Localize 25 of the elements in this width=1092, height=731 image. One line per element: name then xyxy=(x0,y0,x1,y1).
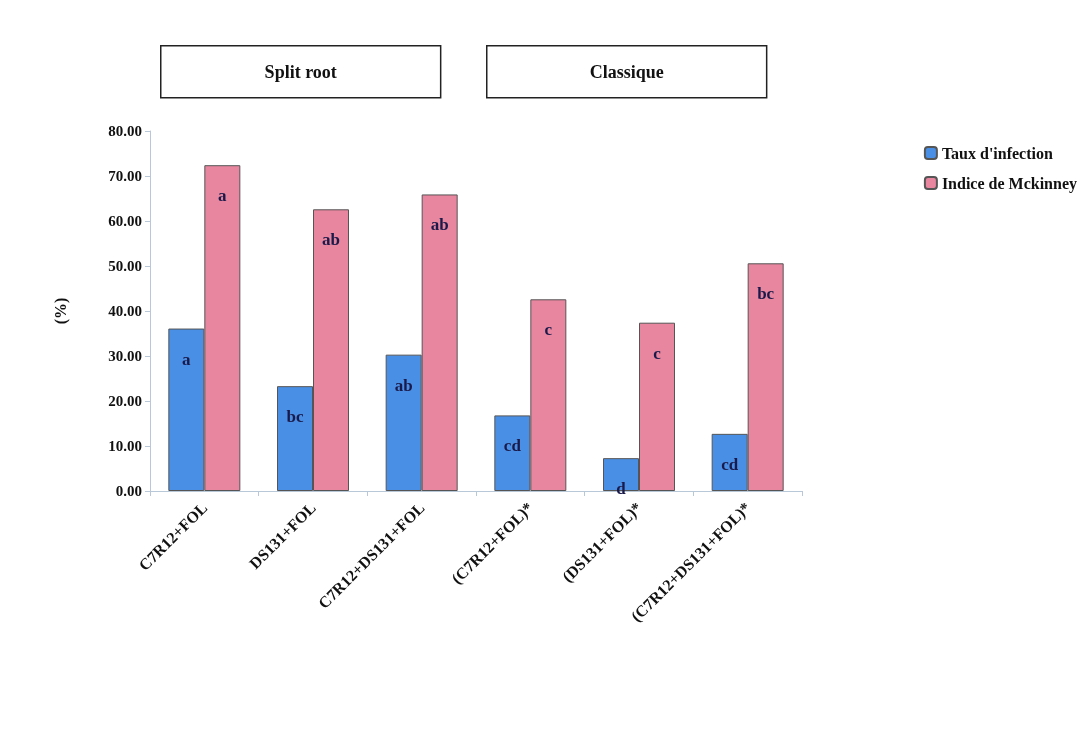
data-label: bc xyxy=(286,407,304,427)
y-tick-label: 80.00 xyxy=(108,123,142,139)
data-label: c xyxy=(653,343,662,363)
y-tick-label: 30.00 xyxy=(108,348,142,364)
data-label: ab xyxy=(430,215,449,235)
y-tick-label: 40.00 xyxy=(108,303,142,319)
text: Classique xyxy=(589,61,664,82)
data-label: a xyxy=(218,186,228,206)
data-label: a xyxy=(182,349,192,369)
data-label: bc xyxy=(757,284,775,304)
y-tick-label: 0.00 xyxy=(115,483,142,499)
data-label: ab xyxy=(394,375,413,395)
legend-label: Indice de Mckinney xyxy=(941,174,1078,193)
data-label: c xyxy=(544,320,553,340)
y-tick-label: 60.00 xyxy=(108,213,142,229)
y-axis-title: (%) xyxy=(51,297,70,325)
y-tick-label: 50.00 xyxy=(108,258,142,274)
data-label: cd xyxy=(503,436,522,456)
y-tick-label: 10.00 xyxy=(108,438,142,454)
text: Split root xyxy=(264,61,337,82)
y-tick-label: 20.00 xyxy=(108,393,142,409)
data-label: ab xyxy=(322,230,340,250)
legend-label: Taux d'infection xyxy=(941,144,1053,162)
data-label: cd xyxy=(721,454,739,474)
y-tick-label: 70.00 xyxy=(108,168,142,184)
